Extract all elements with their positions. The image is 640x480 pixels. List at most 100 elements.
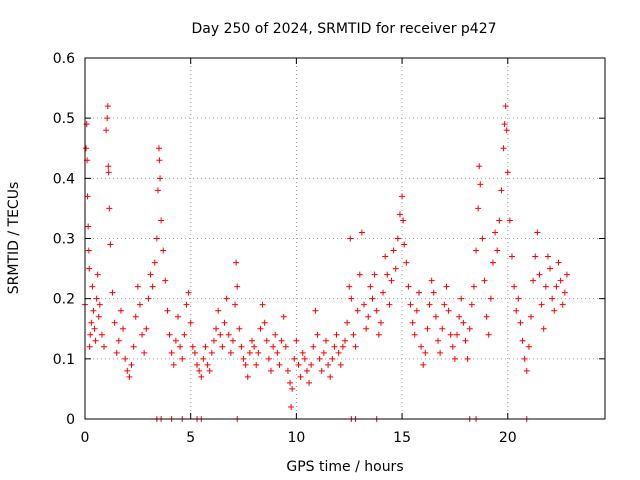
data-point	[225, 331, 232, 338]
data-point	[344, 319, 351, 326]
data-point	[456, 313, 463, 320]
data-point	[308, 361, 315, 368]
data-point	[272, 331, 279, 338]
data-point	[354, 307, 361, 314]
data-point	[261, 319, 268, 326]
axis-ticks: 0 0.1 0.2 0.3 0.4 0.5 0.6 0 5 10 15 20	[53, 51, 605, 446]
data-point	[104, 115, 111, 122]
data-point	[145, 295, 152, 302]
y-tick-label: 0.5	[53, 111, 75, 127]
data-point	[242, 361, 249, 368]
data-point	[251, 343, 258, 350]
data-point	[194, 361, 201, 368]
data-point	[158, 217, 165, 224]
data-points	[82, 103, 570, 422]
data-point	[352, 343, 359, 350]
data-point	[534, 229, 541, 236]
data-point	[521, 355, 528, 362]
data-point	[538, 301, 545, 308]
data-point	[187, 319, 194, 326]
data-point	[519, 337, 526, 344]
data-point	[227, 349, 234, 356]
data-point	[210, 337, 217, 344]
data-point	[371, 271, 378, 278]
data-point	[530, 277, 537, 284]
data-point	[106, 205, 113, 212]
data-point	[394, 235, 401, 242]
data-point	[291, 355, 298, 362]
y-tick-label: 0.1	[53, 352, 75, 368]
data-point	[299, 349, 306, 356]
data-point	[462, 337, 469, 344]
data-point	[90, 307, 97, 314]
y-tick-label: 0.6	[53, 51, 75, 67]
data-point	[259, 301, 266, 308]
data-point	[327, 373, 334, 380]
chart-title: Day 250 of 2024, SRMTID for receiver p42…	[191, 21, 496, 37]
data-point	[502, 103, 509, 110]
data-point	[236, 325, 243, 332]
data-point	[124, 367, 131, 374]
data-point	[280, 313, 287, 320]
data-point	[348, 295, 355, 302]
data-point	[407, 301, 414, 308]
data-point	[466, 325, 473, 332]
data-point	[390, 247, 397, 254]
data-point	[523, 367, 530, 374]
data-point	[282, 343, 289, 350]
data-point	[316, 355, 323, 362]
data-point	[223, 295, 230, 302]
data-point	[485, 331, 492, 338]
data-point	[263, 337, 270, 344]
data-point	[87, 331, 94, 338]
data-point	[115, 337, 122, 344]
data-point	[276, 361, 283, 368]
data-point	[470, 283, 477, 290]
plot-frame	[84, 57, 606, 420]
data-point	[481, 277, 488, 284]
data-point	[447, 331, 454, 338]
data-point	[257, 325, 264, 332]
data-point	[83, 145, 90, 152]
data-point	[246, 349, 253, 356]
data-point	[168, 349, 175, 356]
data-point	[432, 313, 439, 320]
y-axis-label: SRMTID / TECUs	[6, 182, 22, 295]
data-point	[498, 187, 505, 194]
y-tick-label: 0	[66, 412, 75, 428]
data-point	[335, 349, 342, 356]
data-point	[400, 217, 407, 224]
data-point	[93, 295, 100, 302]
data-point	[454, 331, 461, 338]
data-point	[312, 307, 319, 314]
data-point	[377, 319, 384, 326]
data-point	[476, 163, 483, 170]
data-point	[322, 337, 329, 344]
data-point	[213, 325, 220, 332]
data-point	[347, 235, 354, 242]
x-tick-label: 0	[81, 430, 90, 446]
data-point	[536, 271, 543, 278]
data-point	[479, 235, 486, 242]
data-point	[244, 373, 251, 380]
y-tick-label: 0.3	[53, 232, 75, 248]
data-point	[130, 343, 137, 350]
data-point	[494, 247, 501, 254]
data-point	[288, 403, 295, 410]
data-point	[151, 259, 158, 266]
data-point	[149, 283, 156, 290]
data-point	[240, 355, 247, 362]
data-point	[358, 229, 365, 236]
data-point	[500, 145, 507, 152]
data-point	[113, 349, 120, 356]
data-point	[248, 337, 255, 344]
data-point	[492, 229, 499, 236]
data-point	[136, 301, 143, 308]
data-point	[464, 355, 471, 362]
data-point	[191, 349, 198, 356]
data-point	[253, 361, 260, 368]
data-point	[373, 307, 380, 314]
data-point	[303, 367, 310, 374]
data-point	[540, 325, 547, 332]
